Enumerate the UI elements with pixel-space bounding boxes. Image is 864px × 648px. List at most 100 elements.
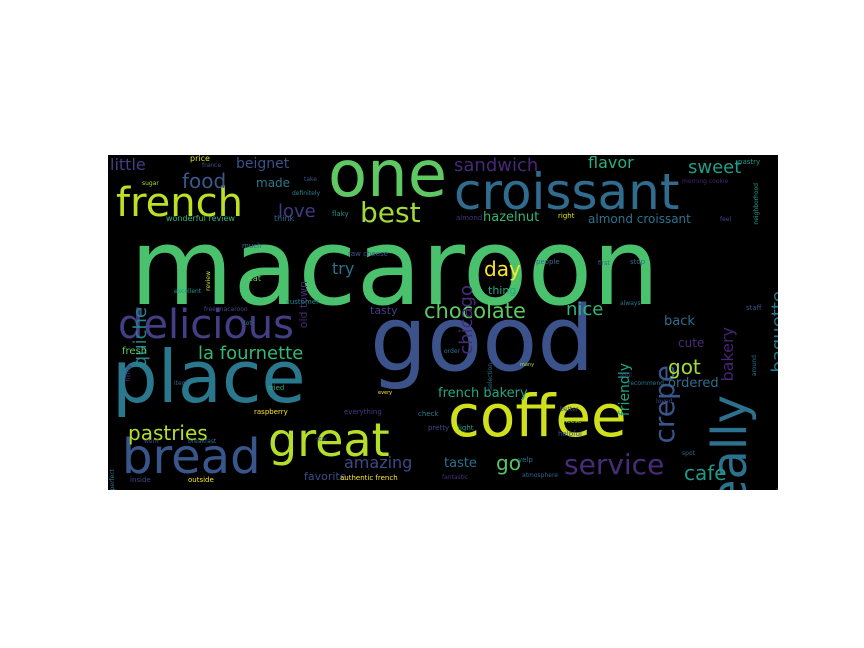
- word-sandwich: sandwich: [454, 155, 539, 176]
- word-feel: feel: [720, 216, 732, 223]
- word-back: back: [664, 314, 695, 329]
- word-check: check: [418, 410, 439, 418]
- word-stop: stop: [630, 258, 646, 266]
- word-inside: inside: [130, 476, 151, 484]
- word-much: much: [242, 242, 262, 250]
- word-well: well: [620, 372, 632, 379]
- word-france: france: [202, 162, 222, 169]
- word-nice: nice: [566, 299, 604, 320]
- word-pretty: pretty: [428, 424, 450, 432]
- word-fresh: fresh: [122, 346, 148, 357]
- word-place: place: [112, 335, 306, 419]
- word-quiche: quiche: [130, 307, 151, 368]
- word-around: around: [751, 355, 758, 377]
- word-cafe: cafe: [684, 461, 727, 485]
- word-selection: selection: [487, 363, 494, 390]
- word-good: good: [370, 287, 595, 392]
- word-filling: filling: [125, 365, 132, 382]
- word-almond-croissant: almond croissant: [588, 212, 691, 226]
- word-pastries: pastries: [128, 421, 208, 445]
- word-customer: customer: [286, 298, 319, 306]
- word-made: made: [256, 176, 291, 190]
- word-eat: eat: [248, 274, 261, 283]
- word-think: think: [274, 214, 295, 223]
- word-many: many: [520, 362, 535, 368]
- word-got: got: [668, 355, 701, 379]
- word-flavor: flavor: [588, 155, 634, 172]
- word-coffee: coffee: [448, 382, 627, 450]
- word-morning-cookie: morning cookie: [682, 178, 729, 185]
- word-breakfast: breakfast: [188, 438, 217, 445]
- word-croissant: croissant: [454, 163, 680, 221]
- word-flaky: flaky: [332, 210, 349, 218]
- word-spot: spot: [682, 450, 695, 457]
- word-service: service: [564, 448, 665, 481]
- word-try: try: [332, 259, 355, 278]
- word-bread: bread: [122, 429, 261, 485]
- word-recommend: recommend: [628, 380, 664, 387]
- word-thing: thing: [488, 284, 517, 297]
- word-great: great: [268, 413, 390, 467]
- word-first: first: [598, 260, 610, 267]
- word-favorite: favorite: [304, 470, 347, 483]
- word-best: best: [360, 196, 421, 229]
- word-atmosphere: atmosphere: [522, 472, 558, 479]
- word-always: always: [620, 300, 641, 307]
- word-wonderful-review: wonderful review: [166, 214, 235, 223]
- word-french: french: [116, 180, 243, 226]
- word-order: order: [444, 348, 460, 355]
- word-fantastic: fantastic: [442, 474, 469, 481]
- word-excellent: excellent: [174, 288, 202, 295]
- word-free-macaroon: free macaroon: [204, 306, 248, 313]
- word-taste: taste: [444, 456, 477, 471]
- word-people: people: [536, 258, 560, 266]
- word-ordered: ordered: [668, 376, 719, 391]
- word-sugar: sugar: [142, 180, 159, 187]
- word-bakery: bakery: [718, 327, 737, 382]
- word-baguette: baguette: [768, 291, 778, 373]
- word-cheese: cheese: [560, 418, 582, 425]
- word-food: food: [182, 169, 227, 193]
- word-authentic-french: authentic french: [340, 474, 398, 482]
- word-beignet: beignet: [236, 156, 290, 172]
- word-day: day: [484, 257, 521, 281]
- word-star: star: [316, 436, 328, 443]
- word-sweet: sweet: [688, 157, 742, 178]
- word-la-fournette: la fournette: [198, 343, 304, 364]
- word-everything: everything: [344, 408, 382, 416]
- word-hazelnut: hazelnut: [483, 210, 540, 225]
- word-price: price: [190, 155, 210, 163]
- word-yelp: yelp: [518, 456, 533, 464]
- word-macaroon: macaroon: [130, 206, 660, 329]
- word-went: went: [144, 438, 159, 445]
- word-cute: cute: [678, 336, 705, 350]
- word-definitely: definitely: [292, 190, 321, 197]
- word-pastry: pastry: [738, 158, 761, 166]
- word-raspberry: raspberry: [254, 408, 288, 416]
- word-every: every: [378, 390, 393, 396]
- word-staff: staff: [746, 304, 762, 312]
- word-take: take: [304, 176, 317, 183]
- word-light: light: [458, 424, 474, 432]
- word-go: go: [496, 451, 521, 475]
- word-tried: tried: [268, 384, 285, 392]
- word-almond: almond: [456, 214, 483, 222]
- word-right: right: [558, 212, 575, 220]
- word-chicago: chicago: [456, 285, 477, 355]
- word-one: one: [328, 155, 448, 212]
- word-amazing: amazing: [344, 453, 413, 472]
- word-little: little: [110, 155, 146, 174]
- word-sandwiches: sandwiches: [770, 487, 778, 490]
- word-neighborhood: neighborhood: [753, 183, 760, 225]
- word-friendly: friendly: [617, 363, 633, 417]
- word-chocolate: chocolate: [424, 299, 526, 323]
- word-better: better: [560, 406, 579, 413]
- word-lot: lot: [244, 320, 252, 327]
- word-review: review: [205, 271, 212, 291]
- word-french-bakery: french bakery: [438, 386, 528, 401]
- word-cloud: macaroon good place one croissant coffee bread…: [108, 155, 778, 490]
- word-helpful: helpful: [558, 430, 582, 438]
- word-delicious: delicious: [118, 302, 294, 348]
- word-loved: loved: [656, 398, 673, 405]
- word-outside: outside: [188, 476, 214, 484]
